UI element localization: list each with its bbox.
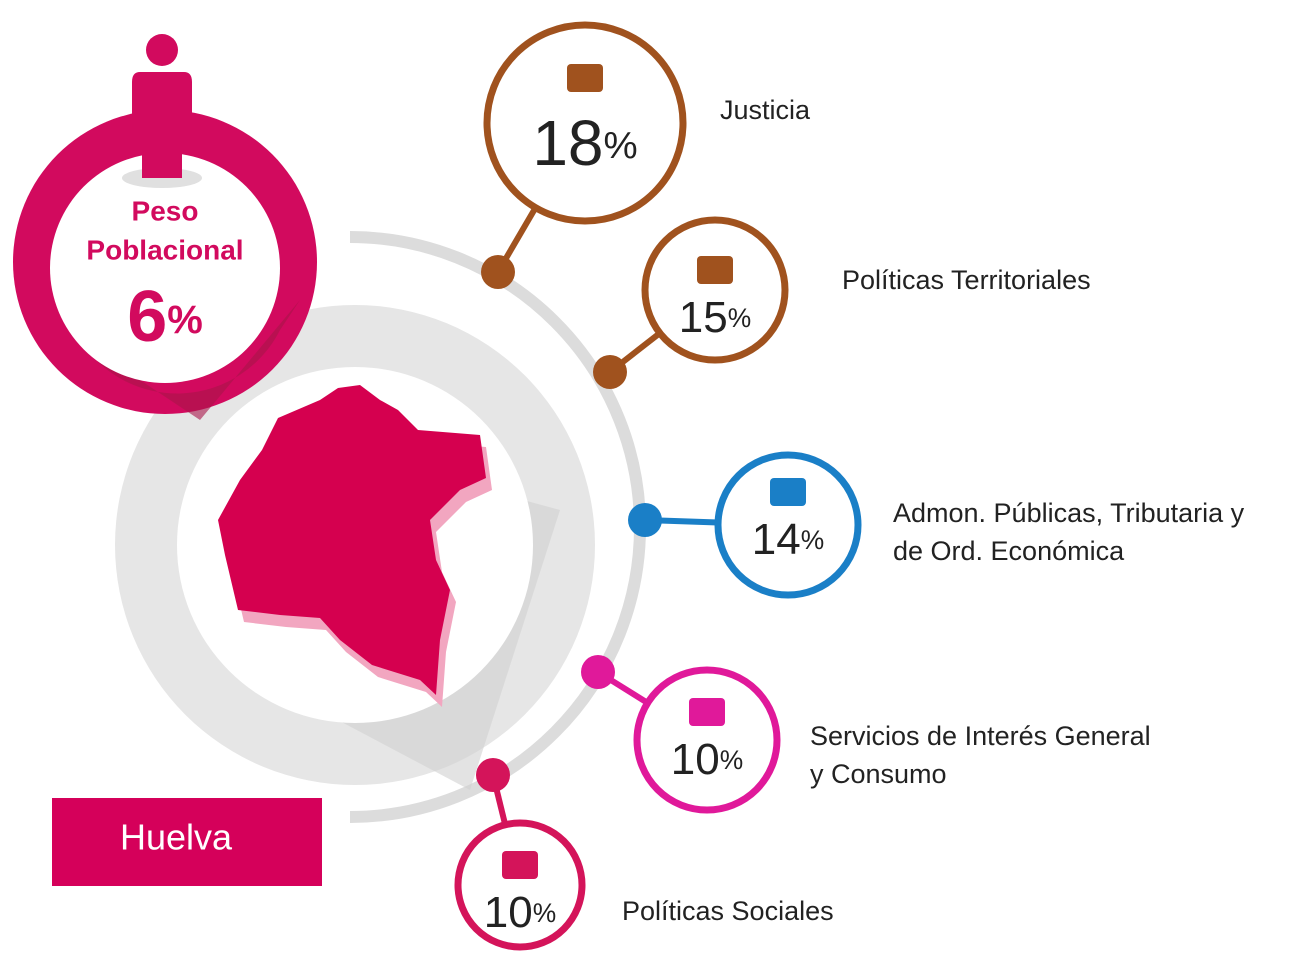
region-label: Huelva [120,817,233,858]
items: 18% Justicia 15% Políticas Territoriales 14%… [454,21,1245,951]
unit: % [533,898,556,928]
item-value: 14% [752,515,824,564]
dot [581,655,615,689]
item-value: 15% [679,293,751,342]
population-title: Peso [132,195,199,226]
region-box [52,798,322,886]
value: 15 [679,293,728,342]
item-label: Justicia [720,95,811,125]
icon [697,256,733,284]
icon [770,478,806,506]
item-circle [483,21,687,225]
value: 6 [127,277,167,357]
unit: % [728,303,751,333]
dot [628,503,662,537]
value: 10 [484,888,533,937]
dot [476,758,510,792]
icon [567,64,603,92]
value: 10 [671,735,720,784]
value: 14 [752,515,801,564]
item-circle [714,451,862,599]
population-value: 6% [127,277,203,357]
item-label: Políticas Sociales [622,896,834,926]
item-circle [454,819,586,951]
unit: % [720,745,743,775]
dot [593,355,627,389]
item-label: Admon. Públicas, Tributaria y [893,498,1245,528]
item-circle [633,666,781,814]
population-inner [50,153,280,383]
item-value: 10% [671,735,743,784]
icon [502,851,538,879]
item-circle [641,216,789,364]
item-label: Políticas Territoriales [842,265,1091,295]
icon [689,698,725,726]
item-label: de Ord. Económica [893,536,1125,566]
person-body [132,72,192,178]
item-value: 18% [532,107,637,179]
unit: % [801,525,824,555]
item-label: Servicios de Interés General [810,721,1151,751]
value: 18 [532,107,603,179]
map [218,385,486,695]
dot [481,255,515,289]
unit: % [167,298,203,342]
item-value: 10% [484,888,556,937]
item-label: y Consumo [810,759,947,789]
person-head [146,34,178,66]
ring-shadow [80,300,300,420]
population-title: Poblacional [86,234,243,265]
unit: % [604,124,638,167]
